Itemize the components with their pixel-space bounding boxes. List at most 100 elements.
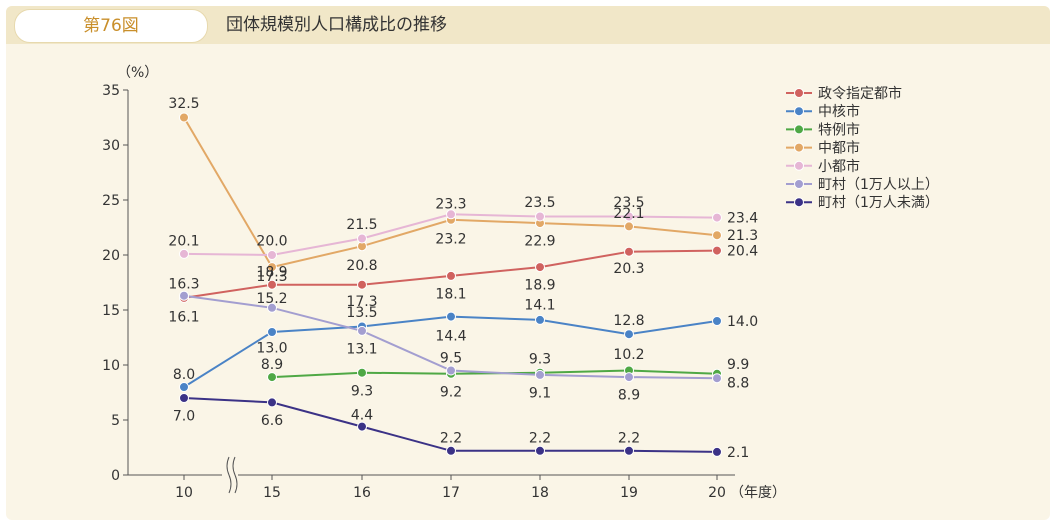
figure-panel [6,6,1050,520]
legend-marker [794,88,804,98]
data-label: 32.5 [168,96,199,112]
data-point [624,445,634,456]
legend-marker [794,160,804,171]
data-label: 16.3 [168,277,199,293]
data-label: 9.1 [529,386,551,402]
data-labels: 32.520.116.316.18.07.020.018.917.315.213… [168,96,758,461]
axis-break-mark [232,456,238,494]
data-point [446,209,456,220]
data-point [535,445,545,456]
legend-marker [794,124,804,135]
data-label: 2.1 [727,445,749,461]
data-label: 17.3 [346,294,377,310]
x-tick-label: 19 [620,485,638,501]
x-tick-label: 17 [442,485,460,501]
data-label: 2.2 [529,431,551,447]
data-label: 8.9 [261,357,283,373]
y-tick-label: 30 [102,138,120,154]
data-label: 13.5 [346,305,377,321]
data-label: 23.5 [613,195,644,211]
data-point [624,221,634,232]
x-axis-unit: （年度） [730,485,786,501]
data-point [267,397,277,408]
legend-marker [794,106,804,117]
data-point [267,302,277,313]
y-tick-label: 0 [111,468,120,484]
data-label: 12.8 [613,313,644,329]
legend-label: 特例市 [818,121,860,138]
y-tick-label: 10 [102,358,120,374]
data-label: 17.3 [256,269,287,285]
legend-marker [794,197,804,208]
y-tick-label: 35 [102,83,120,99]
data-point [446,311,456,322]
data-point [712,212,722,223]
data-label: 20.8 [346,258,377,274]
data-label: 23.5 [524,195,555,211]
data-label: 22.1 [613,206,644,222]
x-tick-label: 15 [263,485,281,501]
data-point [624,329,634,340]
data-label: 8.0 [173,367,195,383]
series-line [271,369,718,379]
data-label: 13.0 [256,340,287,356]
data-point [357,421,367,432]
y-tick-label: 25 [102,193,120,209]
data-label: 22.9 [524,234,555,250]
y-axis-unit: （%） [117,65,158,81]
y-tick-label: 5 [111,413,120,429]
data-label: 14.0 [727,314,758,330]
data-point [267,279,277,290]
data-label: 18.9 [524,278,555,294]
y-tick-label: 15 [102,303,120,319]
data-label: 4.4 [351,408,373,424]
data-point [446,445,456,456]
axis-break-mark [226,456,232,494]
data-point [712,316,722,326]
data-point [535,262,545,273]
data-label: 20.0 [256,234,287,250]
data-label: 6.6 [261,413,283,429]
data-label: 9.3 [529,351,551,367]
data-point [535,211,545,222]
data-point [179,290,189,301]
data-label: 18.9 [256,265,287,281]
x-tick-label: 18 [531,485,549,501]
data-label: 13.1 [346,342,377,358]
legend-label: 町村（1万人未満） [818,195,939,211]
data-label: 23.3 [435,196,466,212]
data-point [357,279,367,290]
data-point [357,325,367,336]
series-points [179,112,722,457]
data-point [179,393,189,403]
data-point [179,248,189,259]
data-label: 9.3 [351,383,373,399]
data-label: 9.9 [727,357,749,373]
data-label: 18.1 [435,287,466,303]
data-point [267,327,277,337]
data-label: 16.1 [168,310,199,326]
x-tick-label: 10 [175,485,193,501]
legend-label: 政令指定都市 [818,85,902,102]
legend-label: 町村（1万人以上） [818,177,939,193]
data-point [446,270,456,281]
data-label: 20.4 [727,244,758,260]
x-tick-label: 16 [353,485,371,501]
data-point [712,245,722,256]
data-label: 10.2 [613,347,644,363]
data-label: 14.1 [524,298,555,314]
data-label: 2.2 [618,431,640,447]
data-label: 9.5 [440,350,462,366]
legend-label: 中都市 [818,140,860,157]
data-point [624,211,634,222]
data-label: 14.4 [435,328,466,344]
data-label: 15.2 [256,291,287,307]
figure-title: 団体規模別人口構成比の推移 [226,15,447,35]
data-point [712,230,722,241]
legend-label: 中核市 [818,103,860,120]
data-point [535,369,545,380]
data-label: 2.2 [440,431,462,447]
